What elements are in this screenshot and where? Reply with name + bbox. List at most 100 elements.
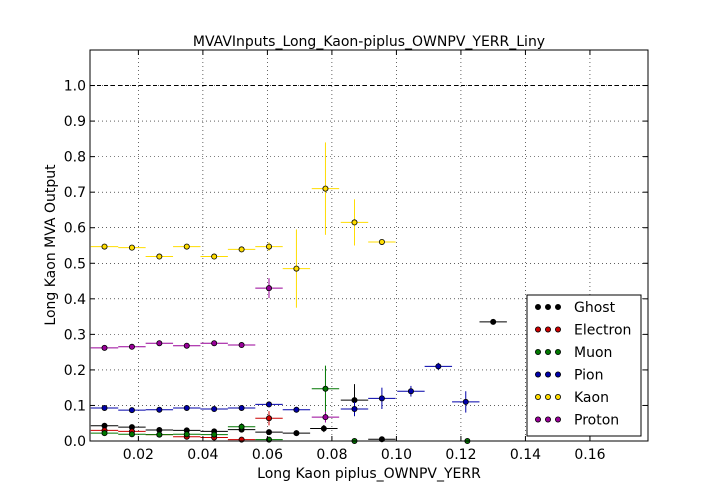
series-layer — [90, 142, 507, 444]
data-point — [101, 404, 108, 411]
data-point — [211, 431, 218, 438]
data-point — [322, 414, 329, 421]
data-point — [351, 406, 358, 413]
legend-label: Ghost — [574, 300, 616, 316]
legend-label: Electron — [574, 323, 631, 339]
x-tick-label: 0.02 — [123, 447, 154, 463]
data-point — [128, 244, 135, 251]
y-tick-label: 1.0 — [64, 79, 86, 95]
data-point — [320, 425, 327, 432]
data-point — [435, 363, 442, 370]
legend-marker — [555, 326, 562, 333]
data-point — [183, 243, 190, 250]
series-proton — [90, 278, 340, 423]
plot-frame — [89, 49, 649, 442]
data-point — [183, 404, 190, 411]
legend-marker — [555, 416, 562, 423]
data-point — [351, 219, 358, 226]
data-point — [490, 318, 497, 325]
y-axis-label: Long Kaon MVA Output — [43, 164, 59, 326]
legend-marker — [535, 393, 542, 400]
data-point — [322, 385, 329, 392]
legend-marker — [555, 348, 562, 355]
y-tick-label: 0.5 — [64, 256, 86, 272]
y-tick-label: 0.2 — [64, 363, 86, 379]
legend-marker — [545, 393, 552, 400]
legend-marker — [535, 348, 542, 355]
x-tick-label: 0.14 — [510, 447, 541, 463]
legend-marker — [555, 393, 562, 400]
x-axis-label: Long Kaon piplus_OWNPV_YERR — [257, 466, 481, 482]
data-point — [238, 342, 245, 349]
data-point — [293, 265, 300, 272]
x-tick-label: 0.04 — [187, 447, 218, 463]
data-point — [128, 343, 135, 350]
y-tick-label: 0.6 — [64, 221, 86, 237]
data-point — [211, 406, 218, 413]
data-point — [156, 253, 163, 260]
data-point — [266, 243, 273, 250]
y-tick-label: 0.0 — [64, 434, 86, 450]
legend-item-muon: Muon — [535, 345, 612, 361]
data-point — [266, 415, 273, 422]
data-point — [156, 406, 163, 413]
y-tick-label: 0.4 — [64, 292, 86, 308]
data-point — [266, 429, 273, 436]
data-point — [238, 423, 245, 430]
tick-layer: 0.02 0.04 0.06 0.08 0.10 0.12 0.14 0.16 0.0 0.1 0.… — [64, 50, 648, 463]
data-point — [266, 401, 273, 408]
legend-item-kaon: Kaon — [535, 390, 609, 406]
data-point — [266, 285, 273, 292]
legend-box — [526, 294, 642, 437]
legend-marker — [555, 303, 562, 310]
y-tick-label: 0.9 — [64, 114, 86, 130]
legend-marker — [535, 371, 542, 378]
data-point — [128, 431, 135, 438]
legend-label: Proton — [574, 413, 619, 429]
legend-label: Kaon — [574, 390, 609, 406]
legend-marker — [555, 371, 562, 378]
y-tick-label: 0.7 — [64, 185, 86, 201]
data-point — [156, 340, 163, 347]
y-tick-label: 0.3 — [64, 327, 86, 343]
legend-item-pion: Pion — [535, 368, 603, 384]
y-tick-label: 0.8 — [64, 150, 86, 166]
legend-label: Pion — [574, 368, 603, 384]
x-tick-label: 0.10 — [381, 447, 412, 463]
data-point — [211, 253, 218, 260]
legend-marker — [535, 326, 542, 333]
legend: Ghost Electron Muon Pion Kaon Proton — [526, 294, 642, 437]
x-tick-label: 0.12 — [445, 447, 476, 463]
legend-marker — [535, 416, 542, 423]
legend-marker — [545, 303, 552, 310]
legend-marker — [545, 371, 552, 378]
x-tick-label: 0.06 — [252, 447, 283, 463]
series-pion — [90, 362, 480, 417]
series-kaon — [90, 142, 396, 308]
legend-marker — [545, 326, 552, 333]
data-point — [101, 430, 108, 437]
legend-marker — [545, 348, 552, 355]
x-tick-label: 0.08 — [316, 447, 347, 463]
data-point — [183, 431, 190, 438]
data-point — [183, 342, 190, 349]
data-point — [156, 431, 163, 438]
data-point — [322, 185, 329, 192]
data-point — [238, 246, 245, 253]
legend-marker — [535, 303, 542, 310]
data-point — [407, 388, 414, 395]
legend-item-ghost: Ghost — [535, 300, 616, 316]
legend-label: Muon — [574, 345, 612, 361]
data-point — [293, 406, 300, 413]
data-point — [211, 340, 218, 347]
y-tick-label: 0.1 — [64, 398, 86, 414]
data-point — [101, 344, 108, 351]
legend-item-electron: Electron — [535, 323, 631, 339]
legend-item-proton: Proton — [535, 413, 619, 429]
data-point — [378, 395, 385, 402]
data-point — [378, 238, 385, 245]
data-point — [293, 430, 300, 437]
data-point — [238, 404, 245, 411]
legend-marker — [545, 416, 552, 423]
